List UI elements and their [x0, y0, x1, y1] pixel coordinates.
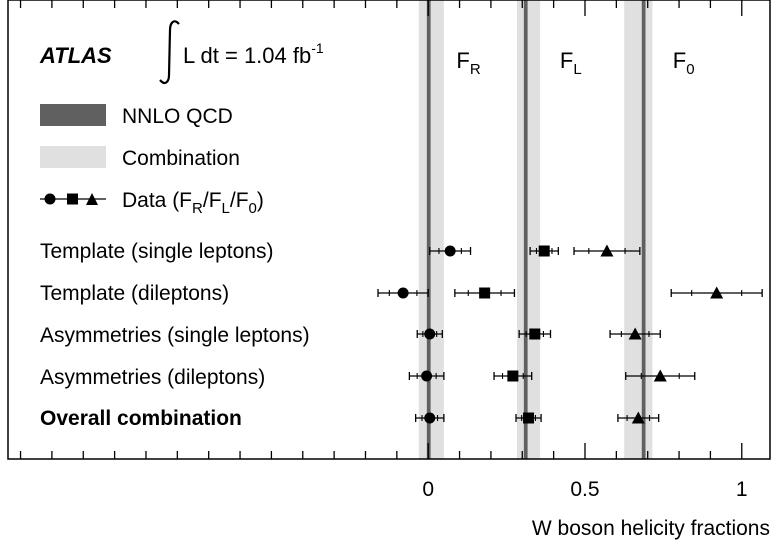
data-point-fr — [424, 412, 436, 424]
legend-nnlo-label: NNLO QCD — [122, 105, 233, 128]
row-label: Asymmetries (single leptons) — [40, 324, 310, 347]
experiment-label: ATLAS — [39, 43, 112, 68]
combination-band — [516, 0, 541, 459]
data-point-f0 — [631, 411, 645, 424]
row-label: Template (dileptons) — [40, 282, 229, 305]
luminosity-label: L dt = 1.04 fb-1 — [183, 40, 324, 68]
legend-data-markers — [40, 193, 106, 205]
data-point-fl — [523, 412, 535, 424]
combination-band — [624, 0, 653, 459]
data-point-fr — [421, 370, 433, 382]
data-point-f0 — [653, 369, 667, 382]
data-point-fl — [538, 245, 550, 257]
plot-frame — [7, 0, 771, 460]
data-point-fr — [397, 287, 409, 299]
data-point-f0 — [710, 286, 724, 299]
legend-triangle-marker — [86, 193, 98, 205]
nnlo-qcd-band — [641, 0, 646, 459]
ticks-layer — [19, 0, 743, 459]
data-point-fr — [424, 328, 436, 340]
x-axis-title: W boson helicity fractions — [532, 517, 770, 540]
row-label: Asymmetries (dileptons) — [40, 366, 265, 389]
x-tick-label: 1 — [736, 478, 748, 501]
legend-square-marker — [67, 193, 78, 205]
legend-circle-marker — [44, 193, 56, 205]
row-label: Overall combination — [40, 407, 242, 430]
legend-data-label: Data (FR/FL/F0) — [122, 189, 264, 217]
integral-sign-icon — [159, 20, 180, 84]
legend-nnlo-swatch — [40, 104, 106, 126]
data-point-fl — [529, 328, 541, 340]
row-label: Template (single leptons) — [40, 240, 273, 263]
data-point-f0 — [600, 244, 614, 257]
bands-layer — [418, 0, 653, 459]
x-tick-label: 0.5 — [570, 478, 599, 501]
legend-combination-swatch — [40, 146, 106, 168]
row-labels: Template (single leptons) Template (dile… — [40, 240, 310, 430]
column-label-fr: FR — [456, 48, 480, 78]
column-label-f0: F0 — [673, 48, 695, 78]
data-point-fl — [479, 287, 491, 299]
column-label-fl: FL — [560, 48, 582, 78]
data-point-fr — [444, 245, 456, 257]
legend-combination-label: Combination — [122, 147, 240, 170]
data-point-f0 — [628, 327, 642, 340]
nnlo-qcd-band — [426, 0, 431, 459]
x-tick-label: 0 — [422, 478, 434, 501]
points-layer — [377, 244, 763, 424]
nnlo-qcd-band — [523, 0, 528, 459]
data-point-fl — [507, 370, 519, 382]
combination-band — [418, 0, 444, 459]
